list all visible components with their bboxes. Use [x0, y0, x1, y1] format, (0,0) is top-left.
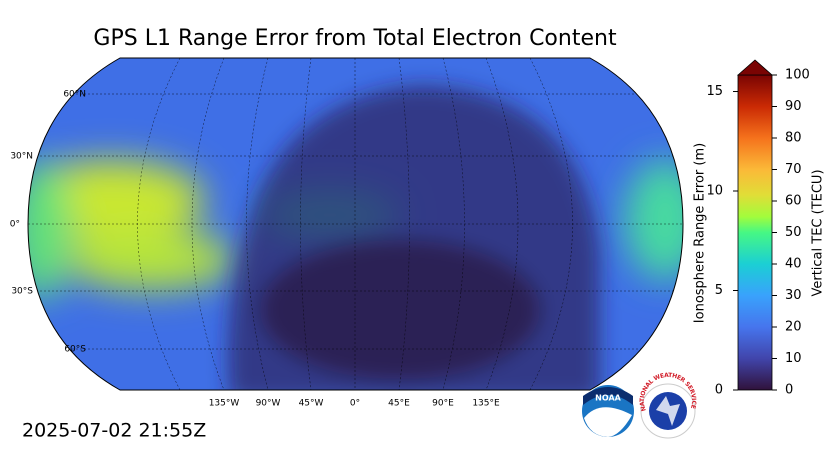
- lon-label: 135°E: [472, 399, 500, 409]
- lon-labels: 135°W 90°W 45°W 0° 45°E 90°E 135°E: [209, 399, 500, 409]
- right-tick-label: 10: [785, 351, 802, 366]
- right-tick-label: 60: [785, 194, 802, 209]
- colorbar-left-label: Ionosphere Range Error (m): [693, 143, 708, 323]
- noaa-logo: NOAA: [582, 385, 634, 437]
- lat-label: 0°: [10, 220, 20, 230]
- lon-label: 45°E: [388, 399, 410, 409]
- colorbar-gradient: [737, 74, 773, 391]
- map-border: [27, 57, 684, 391]
- timestamp: 2025-07-02 21:55Z: [22, 420, 206, 442]
- noaa-text: NOAA: [595, 394, 621, 403]
- lon-label: 45°W: [299, 399, 324, 409]
- lon-label: 90°W: [256, 399, 281, 409]
- right-tick-label: 80: [785, 131, 802, 146]
- map: [28, 58, 683, 390]
- right-tick-label: 20: [785, 320, 802, 335]
- lon-label: 135°W: [209, 399, 240, 409]
- lon-label: 90°E: [432, 399, 454, 409]
- right-tick-label: 50: [785, 225, 802, 240]
- lat-label: 30°S: [11, 287, 33, 297]
- lat-label: 60°N: [63, 90, 86, 100]
- right-tick-label: 30: [785, 288, 802, 303]
- colorbar-right-label: Vertical TEC (TECU): [811, 169, 826, 296]
- left-tick-label: 10: [706, 184, 723, 199]
- left-tick-label: 5: [715, 283, 723, 298]
- lat-label: 30°N: [10, 152, 33, 162]
- right-tick-label: 100: [785, 68, 810, 83]
- right-tick-label: 40: [785, 257, 802, 272]
- left-tick-label: 0: [715, 383, 723, 398]
- right-tick-label: 0: [785, 383, 793, 398]
- left-tick-label: 15: [706, 84, 723, 99]
- right-tick-label: 90: [785, 99, 802, 114]
- title: GPS L1 Range Error from Total Electron C…: [93, 26, 617, 51]
- nws-logo: NATIONAL WEATHER SERVICE: [638, 371, 698, 439]
- lon-label: 0°: [350, 399, 360, 409]
- lat-label: 60°S: [64, 345, 86, 355]
- colorbar: Ionosphere Range Error (m) Vertical TEC …: [693, 59, 826, 398]
- colorbar-extend: [736, 59, 774, 76]
- lat-labels: 60°N 30°N 0° 30°S 60°S: [10, 90, 87, 355]
- right-tick-label: 70: [785, 162, 802, 177]
